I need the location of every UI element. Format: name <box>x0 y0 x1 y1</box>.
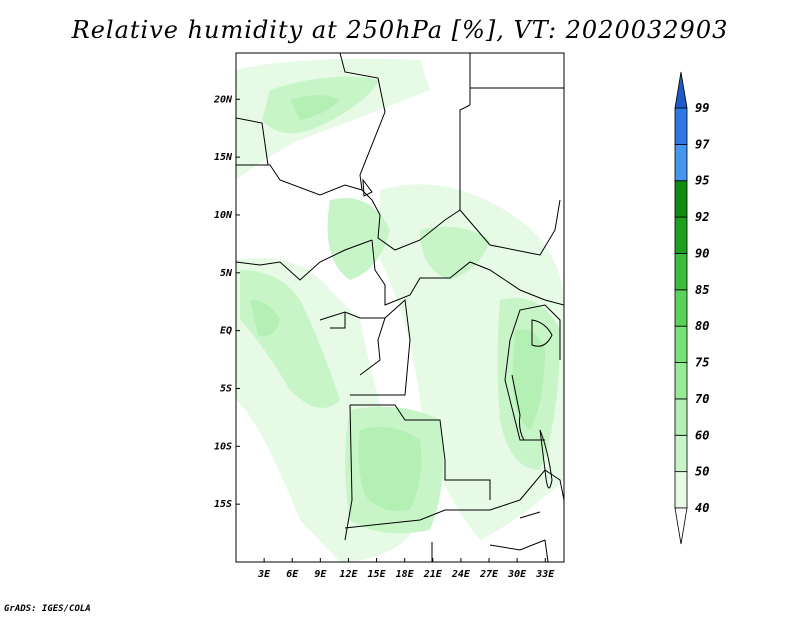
colorbar-label: 90 <box>695 246 709 260</box>
colorbar-swatch <box>674 216 688 254</box>
colorbar-label: 75 <box>695 356 709 370</box>
lat-tick-label: 10S <box>214 441 232 452</box>
credit-text: GrADS: IGES/COLA <box>4 604 91 614</box>
lat-tick-label: 15N <box>214 152 233 163</box>
lat-tick-label: 20N <box>213 94 233 105</box>
colorbar-swatch <box>674 180 688 218</box>
lon-tick-label: 24E <box>451 569 471 580</box>
lat-tick-label: 5N <box>220 268 233 279</box>
colorbar-low-arrow <box>674 507 688 545</box>
colorbar-swatch <box>674 289 688 327</box>
lon-tick-label: 15E <box>368 569 387 580</box>
colorbar-swatch <box>674 362 688 400</box>
lat-tick-label: 10N <box>214 210 233 221</box>
colorbar-high-arrow <box>674 71 688 109</box>
lon-tick-label: 30E <box>507 569 527 580</box>
colorbar-label: 92 <box>695 210 709 224</box>
colorbar-swatch <box>674 434 688 473</box>
lon-tick-label: 33E <box>535 569 555 580</box>
humidity-shading <box>236 58 564 562</box>
colorbar-label: 60 <box>695 428 709 442</box>
longitude-labels: 3E 6E 9E 12E 15E 18E 21E 24E 27E 30E 33E <box>257 558 555 580</box>
colorbar-label: 97 <box>695 137 710 151</box>
colorbar-swatch <box>674 143 688 182</box>
lake-outlines <box>362 178 553 519</box>
colorbar-swatch <box>674 107 688 145</box>
lon-tick-label: 18E <box>396 569 415 580</box>
lon-tick-label: 6E <box>286 569 299 580</box>
colorbar-swatch <box>674 471 688 509</box>
colorbar-swatch <box>674 325 688 363</box>
latitude-labels: 20N 15N 10N 5N EQ 5S 10S 15S <box>213 94 240 510</box>
lat-tick-label: EQ <box>220 326 232 337</box>
colorbar-label: 70 <box>695 392 709 406</box>
colorbar: 40 50 60 70 75 80 85 90 92 95 97 99 <box>674 71 710 545</box>
colorbar-label: 95 <box>695 174 709 188</box>
lon-tick-label: 12E <box>339 569 358 580</box>
lat-tick-label: 5S <box>220 383 232 394</box>
colorbar-label: 85 <box>695 283 709 297</box>
lat-tick-label: 15S <box>214 499 232 510</box>
colorbar-swatch <box>674 253 688 291</box>
colorbar-label: 80 <box>695 319 709 333</box>
lon-tick-label: 21E <box>423 569 443 580</box>
colorbar-label: 40 <box>695 501 709 515</box>
country-borders <box>236 53 564 562</box>
colorbar-label: 50 <box>695 465 709 479</box>
lon-tick-label: 9E <box>314 569 327 580</box>
colorbar-swatch <box>674 398 688 436</box>
map-title: Relative humidity at 250hPa [%], VT: 202… <box>71 16 729 44</box>
map-frame <box>235 52 565 563</box>
colorbar-label: 99 <box>695 101 709 115</box>
lon-tick-label: 27E <box>479 569 499 580</box>
lon-tick-label: 3E <box>257 569 271 580</box>
